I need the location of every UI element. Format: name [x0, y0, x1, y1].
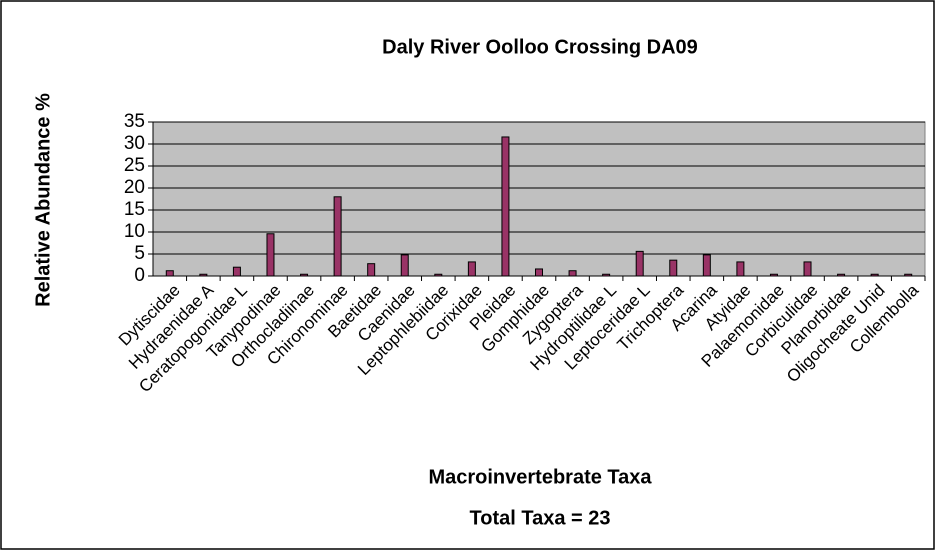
bar: [769, 273, 778, 277]
bar: [635, 250, 644, 277]
bar: [501, 136, 510, 277]
bar: [568, 270, 577, 277]
bar: [199, 273, 208, 277]
bar: [803, 261, 812, 277]
bar: [669, 259, 678, 277]
bar: [400, 254, 409, 277]
y-tick-label: 0: [134, 265, 145, 286]
bar: [165, 270, 174, 277]
y-tick-label: 30: [124, 133, 145, 154]
bar: [300, 273, 309, 277]
bar: [870, 273, 879, 277]
chart-title: Daly River Oolloo Crossing DA09: [382, 36, 698, 58]
bar: [266, 233, 275, 277]
bar: [736, 261, 745, 277]
x-axis-label: Macroinvertebrate Taxa: [428, 466, 652, 488]
y-tick-label: 35: [124, 111, 145, 132]
bar: [702, 254, 711, 277]
y-axis-label: Relative Abundance %: [32, 93, 54, 307]
bar: [434, 273, 443, 277]
bar: [467, 261, 476, 277]
y-tick-label: 15: [124, 199, 145, 220]
annotation: Total Taxa = 23: [470, 507, 611, 529]
y-tick-label: 25: [124, 155, 145, 176]
bar: [367, 263, 376, 277]
bar: [904, 273, 913, 277]
bar: [837, 273, 846, 277]
y-tick-label: 10: [124, 221, 145, 242]
bar: [333, 196, 342, 277]
bar: [535, 268, 543, 277]
plot-area: [152, 121, 926, 277]
bar: [602, 273, 611, 277]
y-tick-label: 5: [134, 243, 145, 264]
y-tick-label: 20: [124, 177, 145, 198]
bar: [232, 266, 241, 277]
